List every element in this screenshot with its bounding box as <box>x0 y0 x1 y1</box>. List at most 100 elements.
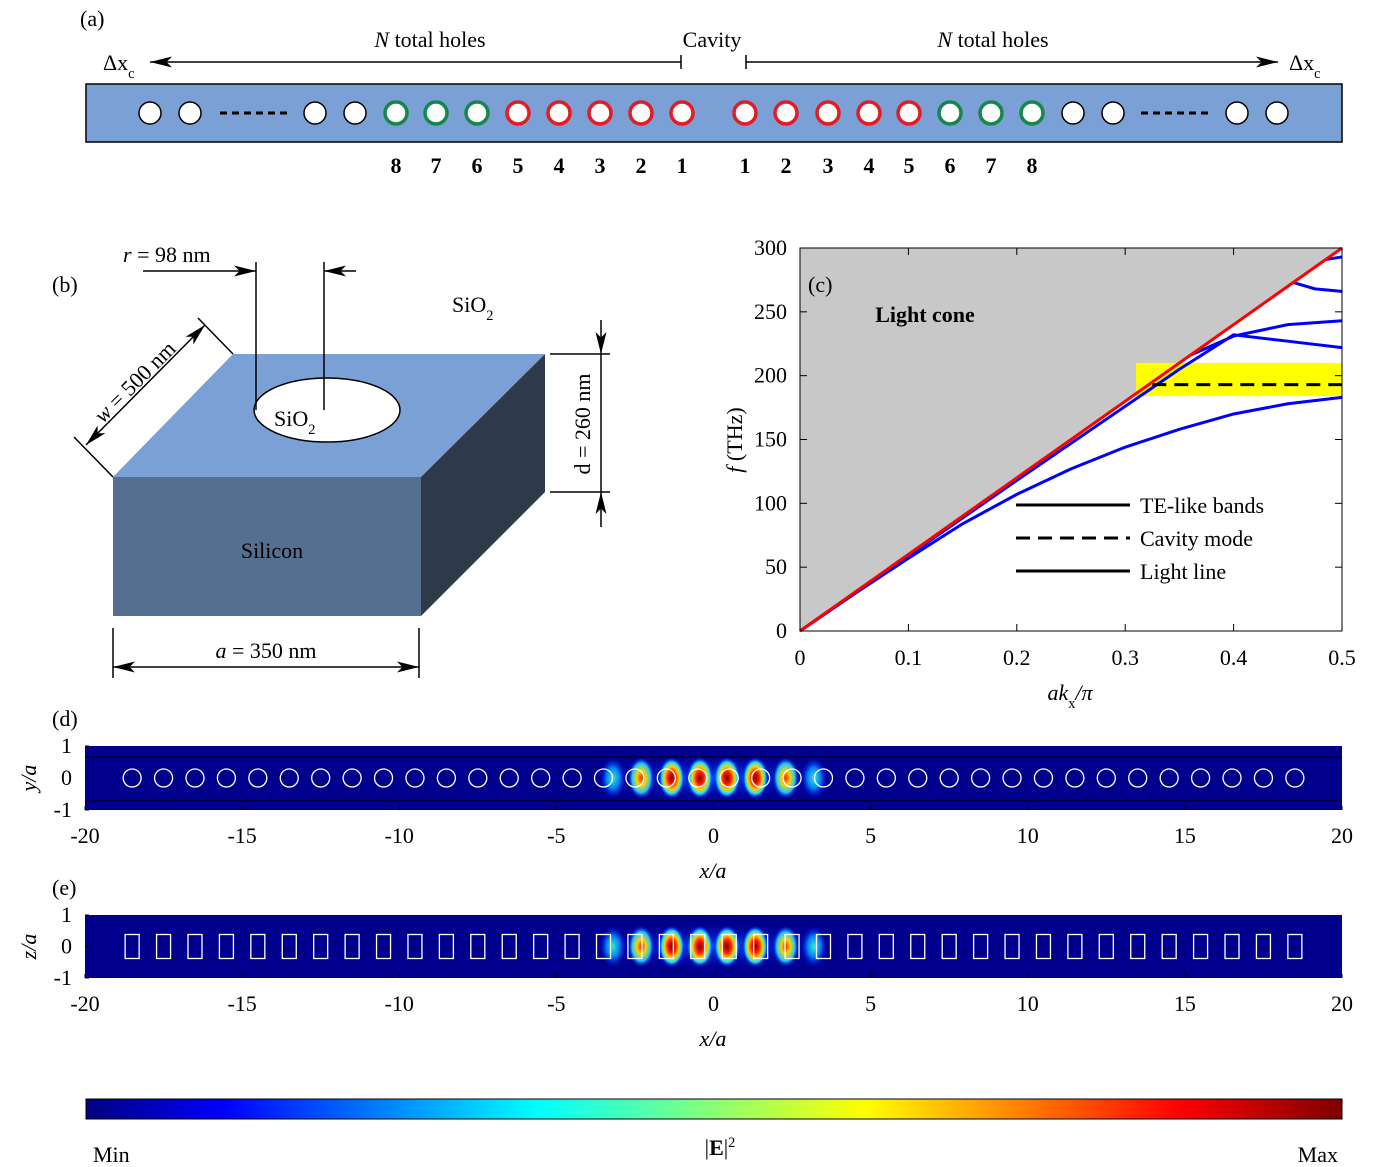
panel-label: (b) <box>52 272 78 297</box>
y-tick-label: 0 <box>61 765 72 790</box>
field-spot <box>773 926 799 968</box>
hole-index: 7 <box>431 153 442 178</box>
y-axis-label: f (THz) <box>722 407 747 472</box>
hole-index: 8 <box>391 153 402 178</box>
hole <box>671 102 693 124</box>
x-axis-label: x/a <box>699 1026 727 1051</box>
field-spot <box>773 757 799 799</box>
hole-index: 5 <box>513 153 524 178</box>
hole <box>734 102 756 124</box>
hole <box>1266 102 1288 124</box>
text-part: Δx <box>1289 50 1314 75</box>
legend-label: Cavity mode <box>1140 526 1253 551</box>
field-spot <box>801 926 827 968</box>
y-tick-label: 150 <box>754 427 787 452</box>
colorbar-max: Max <box>1298 1142 1338 1167</box>
material-label: SiO2 <box>452 292 493 324</box>
field-spot <box>659 757 685 799</box>
text-part: total holes <box>389 27 486 52</box>
x-tick-label: 0.2 <box>1003 645 1031 670</box>
hole-index: 4 <box>864 153 875 178</box>
x-tick-label: -5 <box>547 823 565 848</box>
field-spot <box>742 757 768 799</box>
text-part: total holes <box>952 27 1049 52</box>
panel-label: (e) <box>52 875 76 900</box>
legend-label: TE-like bands <box>1140 493 1264 518</box>
hole-index: 2 <box>781 153 792 178</box>
hole-index: 3 <box>595 153 606 178</box>
x-tick-label: 0 <box>795 645 806 670</box>
y-tick-label: 0 <box>776 618 787 643</box>
hole <box>858 102 880 124</box>
x-tick-label: 0.5 <box>1328 645 1356 670</box>
text-part: N <box>936 27 953 52</box>
material-label: Silicon <box>241 538 303 563</box>
panel-label: (d) <box>52 706 78 731</box>
dim-line <box>198 318 233 354</box>
field-spot <box>714 757 740 799</box>
x-tick-label: 10 <box>1017 823 1039 848</box>
field-spot <box>687 757 713 799</box>
panel-label: (a) <box>80 6 104 31</box>
y-tick-label: 50 <box>765 554 787 579</box>
x-tick-label: -20 <box>70 823 99 848</box>
text-part: x <box>699 1026 710 1051</box>
hole <box>179 102 201 124</box>
text-part: = 98 nm <box>132 242 211 267</box>
y-axis-label: y/a <box>16 765 41 794</box>
x-tick-label: -10 <box>385 991 414 1016</box>
x-tick-label: -5 <box>547 991 565 1016</box>
x-tick-label: -10 <box>385 823 414 848</box>
hole <box>385 102 407 124</box>
x-tick-label: 10 <box>1017 991 1039 1016</box>
dimension-label: a = 350 nm <box>215 638 316 663</box>
colorbar <box>86 1099 1342 1119</box>
hole-index: 8 <box>1027 153 1038 178</box>
x-tick-label: 20 <box>1331 823 1353 848</box>
hole-index: 4 <box>554 153 565 178</box>
field-map <box>85 915 1342 978</box>
text-part: Δx <box>103 50 128 75</box>
text-part: = 350 nm <box>226 638 316 663</box>
text-part: /a <box>707 1026 726 1051</box>
text-part: SiO <box>274 406 308 431</box>
y-tick-label: 0 <box>61 934 72 959</box>
y-tick-label: 1 <box>61 733 72 758</box>
text-part: x <box>1068 696 1075 712</box>
x-tick-label: 15 <box>1174 823 1196 848</box>
hole-index: 6 <box>945 153 956 178</box>
hole-index: 3 <box>823 153 834 178</box>
span-label: N total holes <box>936 27 1048 52</box>
panel-label: (c) <box>808 272 832 297</box>
hole <box>1102 102 1124 124</box>
colorbar-label: |E|2 <box>705 1135 736 1160</box>
hole <box>1021 102 1043 124</box>
x-axis-label: akx/π <box>1047 680 1093 712</box>
x-tick-label: -15 <box>227 823 256 848</box>
x-tick-label: 0 <box>708 823 719 848</box>
text-part: /a <box>16 765 41 784</box>
hole <box>1062 102 1084 124</box>
hole <box>507 102 529 124</box>
dimension-label: d = 260 nm <box>570 373 595 474</box>
hole <box>817 102 839 124</box>
hole <box>466 102 488 124</box>
x-tick-label: 15 <box>1174 991 1196 1016</box>
x-tick-label: 20 <box>1331 991 1353 1016</box>
text-part: (THz) <box>722 407 747 466</box>
hole <box>589 102 611 124</box>
figure: (a)ΔxcΔxcN total holesN total holesCavit… <box>0 0 1383 1167</box>
y-tick-label: 100 <box>754 490 787 515</box>
x-tick-label: 0 <box>708 991 719 1016</box>
text-part: = 500 nm <box>99 336 180 417</box>
shift-label: Δxc <box>1289 50 1321 82</box>
x-tick-label: 0.3 <box>1111 645 1139 670</box>
hole <box>980 102 1002 124</box>
text-part: E <box>709 1135 724 1160</box>
text-part: a <box>215 638 226 663</box>
y-tick-label: 200 <box>754 363 787 388</box>
y-tick-label: 1 <box>61 902 72 927</box>
span-label: N total holes <box>373 27 485 52</box>
text-part: x <box>699 858 710 883</box>
text-part: /π <box>1073 680 1093 705</box>
